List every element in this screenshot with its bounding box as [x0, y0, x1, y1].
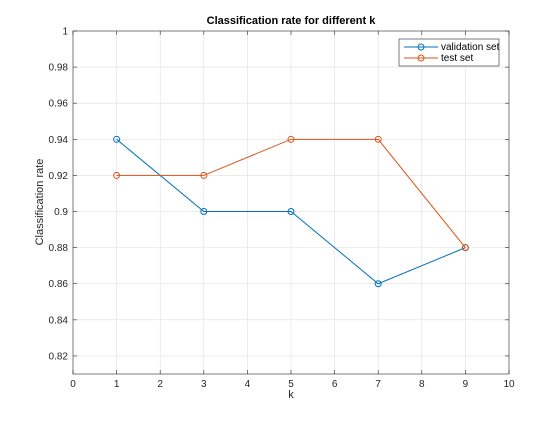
y-tick-label: 0.92	[49, 171, 69, 182]
y-tick-label: 0.86	[49, 279, 69, 290]
legend: validation set test set	[398, 38, 500, 67]
grid-lines	[73, 31, 509, 374]
x-tick-label: 4	[245, 379, 251, 390]
legend-label-validation-set: validation set	[441, 42, 500, 53]
x-tick-label: 9	[463, 379, 469, 390]
chart-title: Classification rate for different k	[207, 15, 377, 27]
series-line-validation-set	[116, 138, 466, 285]
series-test-set	[113, 135, 469, 252]
data-point-test-set	[287, 135, 295, 143]
x-tick-label: 1	[114, 379, 120, 390]
x-tick-label: 0	[70, 379, 76, 390]
series-layer	[113, 135, 469, 288]
x-tick-label: 6	[332, 379, 338, 390]
y-axis-label: Classification rate	[34, 159, 46, 246]
legend-box	[398, 38, 500, 67]
y-tick-label: 0.84	[49, 315, 69, 326]
x-tick-label: 7	[375, 379, 381, 390]
axis-ticks: 0 1 2 3 4 5 6 7 8 9 10 0.82 0.84 0.86 0.88 0.9 0.92 0.94 0…	[49, 27, 515, 391]
y-tick-label: 0.88	[49, 243, 69, 254]
legend-marker-validation-set	[417, 43, 425, 51]
y-tick-label: 0.94	[49, 135, 69, 146]
data-point-test-set	[200, 171, 208, 179]
x-axis-label: k	[288, 389, 294, 401]
data-point-validation-set	[287, 208, 295, 216]
x-tick-label: 10	[503, 379, 515, 390]
data-point-test-set	[461, 244, 469, 252]
x-tick-label: 3	[201, 379, 207, 390]
x-tick-label: 5	[288, 379, 294, 390]
y-tick-label: 0.96	[49, 99, 69, 110]
y-tick-label: 0.82	[49, 351, 69, 362]
data-point-validation-set	[200, 208, 208, 216]
data-point-validation-set	[374, 280, 382, 288]
series-line-test-set	[116, 138, 466, 248]
y-tick-label: 1	[62, 27, 68, 38]
data-point-validation-set	[113, 135, 121, 143]
legend-entry-validation-set: validation set	[404, 42, 500, 53]
legend-label-test-set: test set	[441, 53, 473, 64]
y-tick-label: 0.9	[54, 207, 68, 218]
data-point-test-set	[113, 171, 121, 179]
x-tick-label: 8	[419, 379, 425, 390]
legend-entry-test-set: test set	[404, 53, 473, 64]
data-point-test-set	[374, 135, 382, 143]
x-tick-label: 2	[157, 379, 163, 390]
y-tick-label: 0.98	[49, 63, 69, 74]
legend-marker-test-set	[417, 54, 425, 62]
